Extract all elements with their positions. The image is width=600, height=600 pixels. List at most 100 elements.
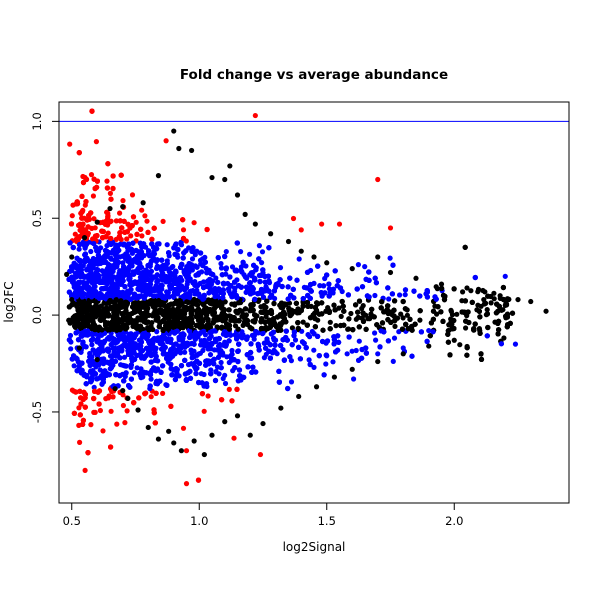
point xyxy=(468,288,474,294)
point xyxy=(173,341,179,347)
point xyxy=(98,303,104,309)
point xyxy=(447,352,453,358)
point xyxy=(97,407,103,414)
point xyxy=(187,334,193,341)
y-axis-label: log2FC xyxy=(2,281,16,322)
point xyxy=(355,262,361,268)
point xyxy=(218,265,225,271)
point xyxy=(307,361,313,368)
point xyxy=(191,220,197,226)
point xyxy=(229,264,236,270)
point xyxy=(475,302,481,308)
point xyxy=(150,326,156,333)
point xyxy=(457,342,463,348)
point xyxy=(288,379,295,385)
point xyxy=(110,352,116,359)
point xyxy=(68,346,74,352)
point xyxy=(261,355,267,361)
point xyxy=(206,290,212,296)
point xyxy=(154,329,160,335)
point xyxy=(372,330,378,336)
point xyxy=(218,261,224,267)
point xyxy=(147,383,153,389)
point xyxy=(460,289,466,295)
point xyxy=(488,300,494,306)
point xyxy=(454,311,460,317)
point xyxy=(272,342,278,348)
point xyxy=(484,307,490,313)
point xyxy=(208,367,214,373)
point xyxy=(333,323,339,329)
point xyxy=(445,339,451,345)
point xyxy=(67,332,74,339)
point xyxy=(330,359,336,365)
point xyxy=(229,347,235,354)
point xyxy=(491,290,497,296)
point xyxy=(396,329,402,335)
point xyxy=(353,302,359,308)
point xyxy=(76,405,82,411)
point xyxy=(356,324,362,330)
point xyxy=(306,357,312,363)
point xyxy=(240,259,246,265)
point xyxy=(144,218,150,224)
point xyxy=(138,366,144,372)
point xyxy=(180,425,187,431)
point xyxy=(249,284,255,290)
point xyxy=(108,408,114,414)
point xyxy=(464,345,470,351)
point xyxy=(139,207,145,213)
point xyxy=(170,263,176,270)
point xyxy=(128,233,134,239)
point xyxy=(187,375,194,381)
point xyxy=(131,370,137,376)
point xyxy=(288,358,294,364)
point xyxy=(277,265,284,271)
point xyxy=(404,312,410,318)
point xyxy=(390,358,396,364)
point xyxy=(232,285,238,291)
point xyxy=(205,393,211,399)
point xyxy=(134,365,140,371)
point xyxy=(120,402,126,409)
point xyxy=(92,409,98,415)
point xyxy=(311,347,317,353)
point xyxy=(296,256,302,262)
point xyxy=(93,139,99,145)
point xyxy=(154,278,160,285)
point xyxy=(80,173,86,180)
x-axis-label: log2Signal xyxy=(283,540,346,554)
point xyxy=(434,286,440,292)
point xyxy=(338,313,344,319)
point xyxy=(71,363,77,369)
point xyxy=(201,408,207,414)
point xyxy=(73,330,79,336)
point xyxy=(280,347,286,353)
point xyxy=(290,215,297,222)
point xyxy=(283,328,289,334)
point xyxy=(82,467,88,473)
point xyxy=(319,300,325,306)
point xyxy=(247,251,253,257)
point xyxy=(67,141,73,147)
point xyxy=(148,394,154,400)
point xyxy=(323,361,329,367)
point xyxy=(218,359,224,366)
point xyxy=(402,292,408,298)
point xyxy=(397,292,403,298)
point xyxy=(202,254,208,260)
point xyxy=(232,302,238,308)
point xyxy=(400,315,406,321)
point xyxy=(281,357,287,363)
point xyxy=(417,317,423,323)
point xyxy=(266,280,273,286)
point xyxy=(243,263,249,269)
point xyxy=(500,296,507,303)
point xyxy=(142,213,148,219)
point xyxy=(509,310,516,316)
chart-title: Fold change vs average abundance xyxy=(180,67,448,83)
point xyxy=(164,242,170,248)
point xyxy=(392,323,398,329)
point xyxy=(124,408,130,414)
